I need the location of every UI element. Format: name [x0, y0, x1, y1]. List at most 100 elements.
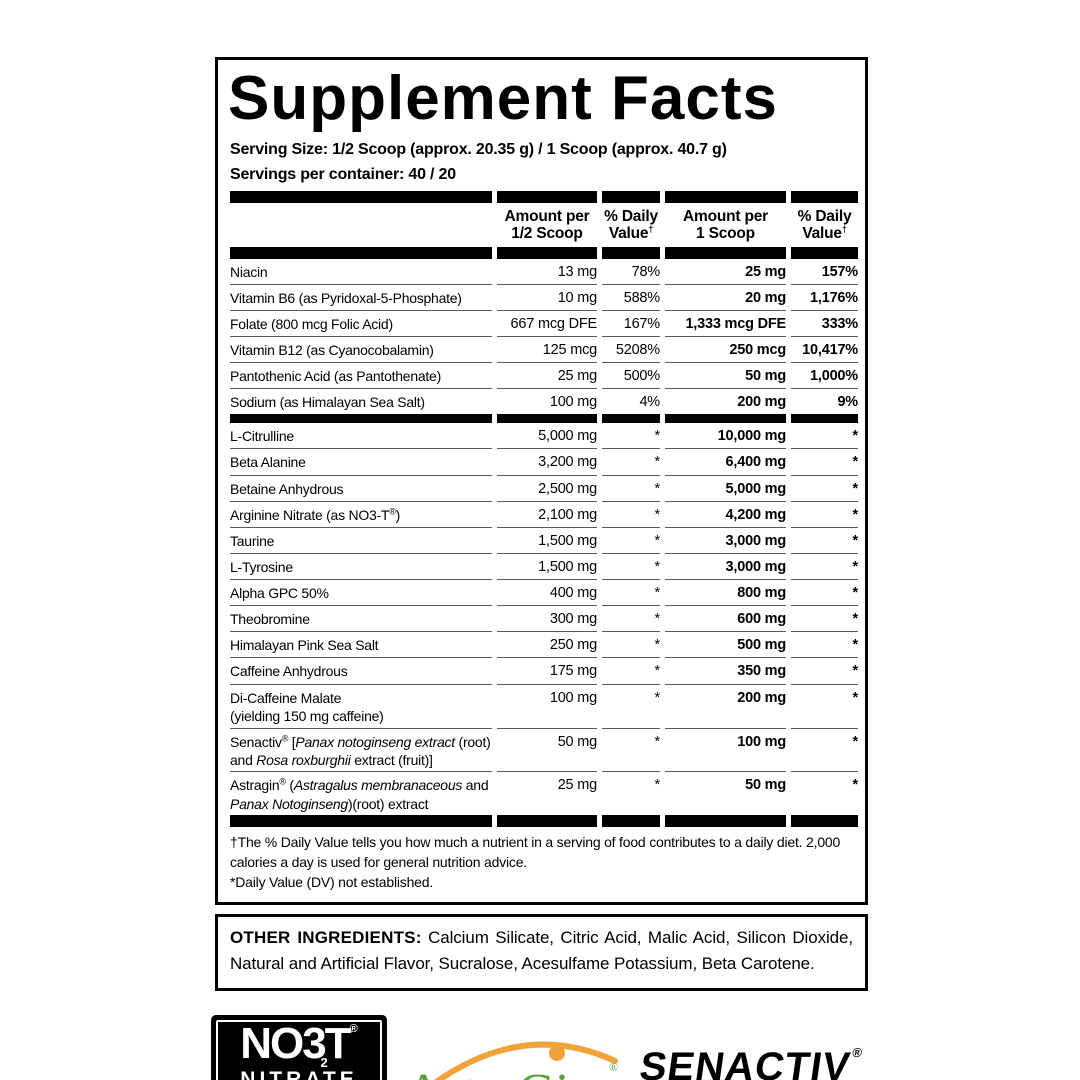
header-line: 1 Scoop	[696, 225, 755, 243]
ingredient-name-line: Betaine Anhydrous	[230, 480, 492, 498]
value-amt-full: 6,400 mg	[665, 448, 786, 474]
value-dv-full: *	[791, 631, 858, 657]
ingredient-name-line: Taurine	[230, 532, 492, 550]
registered-mark-icon: ®	[279, 776, 286, 787]
dagger-mark: †	[648, 224, 654, 235]
table-row: Astragin® (Astragalus membranaceous and P…	[230, 771, 858, 815]
ingredient-name-line: L-Citrulline	[230, 427, 492, 445]
senactiv-registered-mark-icon: ®	[851, 1045, 864, 1061]
header-line: 1/2 Scoop	[511, 225, 583, 243]
value-amt-full: 100 mg	[665, 727, 786, 772]
value-dv-full: *	[791, 727, 858, 772]
ingredient-name: Alpha GPC 50%	[230, 579, 492, 605]
col-header-amount-half: Amount per 1/2 Scoop	[497, 203, 597, 247]
ingredient-name-line: Astragin® (Astragalus membranaceous and	[230, 776, 492, 794]
value-dv-half: *	[602, 631, 660, 657]
value-amt-half: 100 mg	[497, 388, 597, 414]
value-amt-half: 667 mcg DFE	[497, 309, 597, 336]
bar-segment	[791, 414, 858, 424]
name-segment: Beta Alanine	[230, 454, 306, 471]
value-amt-half: 400 mg	[497, 579, 597, 605]
footnotes: †The % Daily Value tells you how much a …	[230, 827, 858, 892]
senactiv-logo: SENACTIV®	[637, 1045, 863, 1080]
value-dv-half: *	[602, 526, 660, 553]
bar-segment	[665, 815, 786, 828]
ingredient-name-line: Himalayan Pink Sea Salt	[230, 636, 492, 654]
header-line: Value	[802, 225, 842, 243]
value-dv-full: *	[791, 657, 858, 683]
value-amt-half: 50 mg	[497, 727, 597, 772]
ingredient-name-line: Sodium (as Himalayan Sea Salt)	[230, 393, 492, 411]
name-segment: Rosa roxburghii	[256, 752, 351, 769]
name-segment: Astragin	[230, 777, 280, 794]
table-row: Vitamin B12 (as Cyanocobalamin) 125 mcg 52…	[230, 335, 858, 362]
table-row: L-Tyrosine 1,500 mg * 3,000 mg *	[230, 552, 858, 579]
logos-row: NO3T® 2 NITRATE TECHNOLOGY NO3-T.COM/PAT…	[211, 1015, 868, 1080]
ingredient-name-line: (yielding 150 mg caffeine)	[230, 707, 492, 725]
name-segment: (yielding 150 mg caffeine)	[230, 708, 384, 725]
section-divider-bar	[230, 414, 858, 424]
table-row: Alpha GPC 50% 400 mg * 800 mg *	[230, 579, 858, 605]
astragin-swoosh-icon	[434, 1041, 618, 1080]
value-amt-half: 300 mg	[497, 605, 597, 631]
table-row: Caffeine Anhydrous 175 mg * 350 mg *	[230, 657, 858, 683]
value-dv-full: *	[791, 448, 858, 474]
table-row: Niacin 13 mg 78% 25 mg 157%	[230, 259, 858, 284]
value-amt-half: 25 mg	[497, 771, 597, 815]
name-segment: Taurine	[230, 532, 275, 549]
no3t-t: T	[324, 1019, 352, 1069]
name-segment: Arginine Nitrate (as NO3-T	[230, 506, 390, 523]
ingredient-name: Sodium (as Himalayan Sea Salt)	[230, 388, 492, 414]
name-segment: Theobromine	[230, 611, 310, 628]
bar-segment	[602, 414, 660, 424]
value-amt-full: 350 mg	[665, 657, 786, 683]
value-amt-half: 3,200 mg	[497, 448, 597, 474]
bar-segment	[791, 190, 858, 203]
ingredient-name: Himalayan Pink Sea Salt	[230, 631, 492, 657]
table-row: Himalayan Pink Sea Salt 250 mg * 500 mg *	[230, 631, 858, 657]
value-amt-full: 20 mg	[665, 283, 786, 310]
value-dv-full: *	[852, 428, 859, 445]
table-row: Sodium (as Himalayan Sea Salt) 100 mg 4% 20…	[230, 388, 858, 414]
table-row: Folate (800 mcg Folic Acid) 667 mcg DFE 16…	[230, 309, 858, 336]
bar-segment	[230, 414, 492, 424]
name-segment: Pantothenic Acid (as Pantothenate)	[230, 368, 441, 385]
table-row: Beta Alanine 3,200 mg * 6,400 mg *	[230, 448, 858, 474]
value-dv-full: *	[791, 526, 858, 553]
bar-segment	[602, 190, 660, 203]
bar-segment	[665, 414, 786, 424]
bar-segment	[497, 190, 597, 203]
divider-bar-header	[230, 246, 858, 259]
table-header: Amount per 1/2 Scoop % Daily Value† Amou…	[230, 203, 858, 247]
bar-segment	[230, 190, 492, 203]
dagger-mark: †	[841, 224, 847, 235]
ingredient-name-line: Arginine Nitrate (as NO3-T®)	[230, 506, 492, 524]
divider-bar-bottom	[230, 815, 858, 828]
value-amt-half: 5,000 mg	[538, 428, 597, 445]
bar-segment	[230, 815, 492, 828]
value-amt-full: 3,000 mg	[665, 552, 786, 579]
value-amt-full: 25 mg	[745, 263, 786, 280]
ingredient-name-line: Pantothenic Acid (as Pantothenate)	[230, 367, 492, 385]
astragin-registered-mark-icon: ®	[609, 1060, 618, 1074]
ingredient-name: Beta Alanine	[230, 448, 492, 474]
header-spacer	[230, 203, 492, 247]
col-header-amount-full: Amount per 1 Scoop	[665, 203, 786, 247]
table-row: Vitamin B6 (as Pyridoxal-5-Phosphate) 10 …	[230, 283, 858, 310]
value-amt-half: 13 mg	[557, 263, 598, 280]
value-dv-half: 5208%	[602, 335, 660, 362]
name-segment: Panax Notoginseng	[230, 795, 348, 812]
value-dv-half: 167%	[602, 309, 660, 336]
value-dv-full: *	[791, 605, 858, 631]
name-segment: Niacin	[230, 263, 268, 280]
bar-segment	[497, 414, 597, 424]
name-segment: Senactiv	[230, 733, 282, 750]
value-dv-half: *	[602, 474, 660, 501]
table-row: Pantothenic Acid (as Pantothenate) 25 mg 5…	[230, 362, 858, 388]
name-segment: Di-Caffeine Malate	[230, 689, 342, 706]
ingredient-name-line: Niacin	[230, 263, 492, 281]
name-segment: Betaine Anhydrous	[230, 480, 344, 497]
ingredient-name: Caffeine Anhydrous	[230, 657, 492, 683]
value-dv-full: 9%	[791, 388, 858, 414]
ingredient-name-line: Folate (800 mcg Folic Acid)	[230, 315, 492, 333]
